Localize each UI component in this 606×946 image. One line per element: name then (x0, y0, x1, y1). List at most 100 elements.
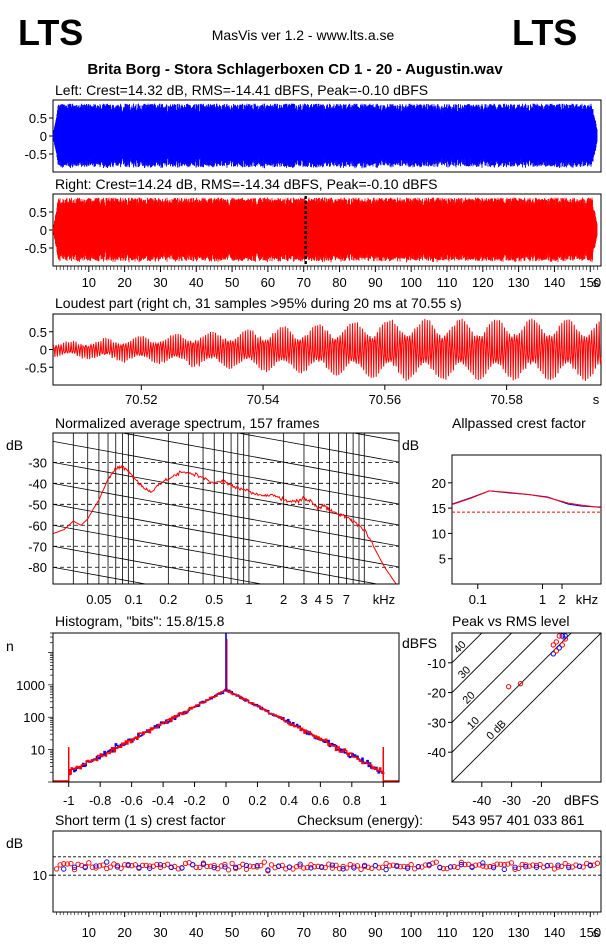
x-tick-label: 70.54 (247, 392, 280, 407)
scatter-point (517, 680, 524, 687)
crest-point (533, 862, 540, 869)
x-tick-label: 0.1 (125, 592, 143, 607)
x-unit-label: kHz (576, 592, 598, 607)
x-tick-label: 70 (296, 925, 310, 940)
x-tick-label: 1 (380, 793, 387, 808)
crest-point (326, 861, 332, 867)
crest-point (243, 862, 250, 869)
crest-point (369, 865, 375, 871)
x-tick-label: 30 (153, 275, 167, 290)
crest-point (254, 862, 260, 869)
crest-point (515, 865, 522, 871)
crest-point (157, 862, 164, 868)
x-tick-label: 150 (579, 275, 601, 290)
histogram-ylabel: n (6, 638, 14, 654)
crest-point (358, 866, 364, 872)
x-tick-label: 80 (332, 925, 346, 940)
x-tick-label: 5 (326, 592, 333, 607)
scatter-point (553, 639, 559, 645)
x-tick-label: 110 (437, 275, 458, 290)
crest-point (143, 862, 149, 869)
x-tick-label: 150 (579, 925, 601, 940)
x-tick-label: 70.58 (490, 392, 523, 407)
crest-point (512, 864, 518, 870)
y-tick-label: 0.5 (29, 111, 47, 126)
x-tick-label: 120 (472, 275, 494, 290)
crest-point (462, 861, 468, 868)
x-tick-label: 7 (343, 592, 350, 607)
crest-point (394, 863, 400, 869)
crest-point (53, 866, 60, 872)
crest-point (458, 861, 464, 868)
scatter-point (562, 636, 568, 642)
crest-point (487, 863, 493, 870)
crest-point (147, 863, 153, 869)
crest-point (404, 865, 411, 871)
scatter-point (550, 642, 557, 648)
x-tick-label: 140 (544, 925, 566, 940)
y-tick-label: -40 (427, 745, 446, 760)
y-tick-label: -0.5 (25, 147, 47, 162)
crest-point (175, 866, 182, 872)
crest-point (587, 862, 593, 869)
crest-point (265, 867, 271, 873)
crest-point (86, 860, 92, 866)
x-tick-label: 100 (400, 275, 422, 290)
crest-point (537, 861, 543, 868)
crest-point (193, 864, 199, 871)
crest-point (530, 862, 536, 868)
crest-point (333, 862, 339, 868)
plot-frame (52, 830, 602, 913)
scatter-point (559, 633, 565, 639)
x-tick-label: -20 (532, 793, 551, 808)
x-tick-label: -0.4 (152, 793, 174, 808)
crest-point (197, 864, 203, 871)
x-tick-label: 70.56 (369, 392, 402, 407)
crest-point (440, 865, 447, 872)
crest-point (275, 863, 282, 869)
crest-point (533, 864, 540, 870)
crest-point (96, 863, 103, 869)
y-tick-label: 0 (40, 223, 47, 238)
y-tick-label: -20 (427, 686, 446, 701)
slope-line (53, 461, 399, 526)
histogram-title: Histogram, "bits": 15.8/15.8 (55, 613, 225, 629)
crest-point (61, 861, 67, 867)
x-tick-label: -40 (472, 793, 491, 808)
crest-point (64, 861, 70, 867)
x-tick-label: 0.8 (343, 793, 361, 808)
y-tick-label: 15 (432, 501, 446, 516)
plot-frame (451, 632, 602, 783)
logo-left: LTS (18, 12, 83, 53)
crest-point (383, 866, 389, 873)
peak-rms-title: Peak vs RMS level (452, 613, 569, 629)
diagonal-line (452, 633, 513, 694)
crest-point (415, 864, 421, 870)
crest-point (182, 860, 189, 867)
loudest-signal (52, 318, 602, 382)
x-tick-label: 130 (508, 275, 530, 290)
crest-point (322, 865, 328, 871)
file-title: Brita Borg - Stora Schlagerboxen CD 1 - … (87, 61, 503, 78)
scatter-point (553, 648, 559, 654)
checksum-value: 543 957 401 033 861 (452, 812, 585, 828)
diagonal-label: 30 (456, 664, 473, 681)
x-tick-label: 1 (539, 592, 546, 607)
x-unit-label: kHz (373, 592, 395, 607)
crest-point (301, 865, 307, 871)
crest-point (147, 865, 153, 871)
y-tick-label: 10 (432, 526, 446, 541)
crest-point (361, 862, 368, 869)
crest-point (555, 864, 561, 870)
scatter-point (562, 633, 568, 639)
y-tick-label: -50 (28, 497, 47, 512)
diagonal-line (452, 633, 601, 782)
x-tick-label: 70.52 (125, 392, 158, 407)
slope-line (53, 482, 399, 547)
crest-point (222, 861, 228, 868)
crest-point (594, 860, 601, 866)
histogram-trace (68, 688, 385, 775)
diagonal-line (452, 633, 543, 724)
crest-point (190, 861, 196, 868)
